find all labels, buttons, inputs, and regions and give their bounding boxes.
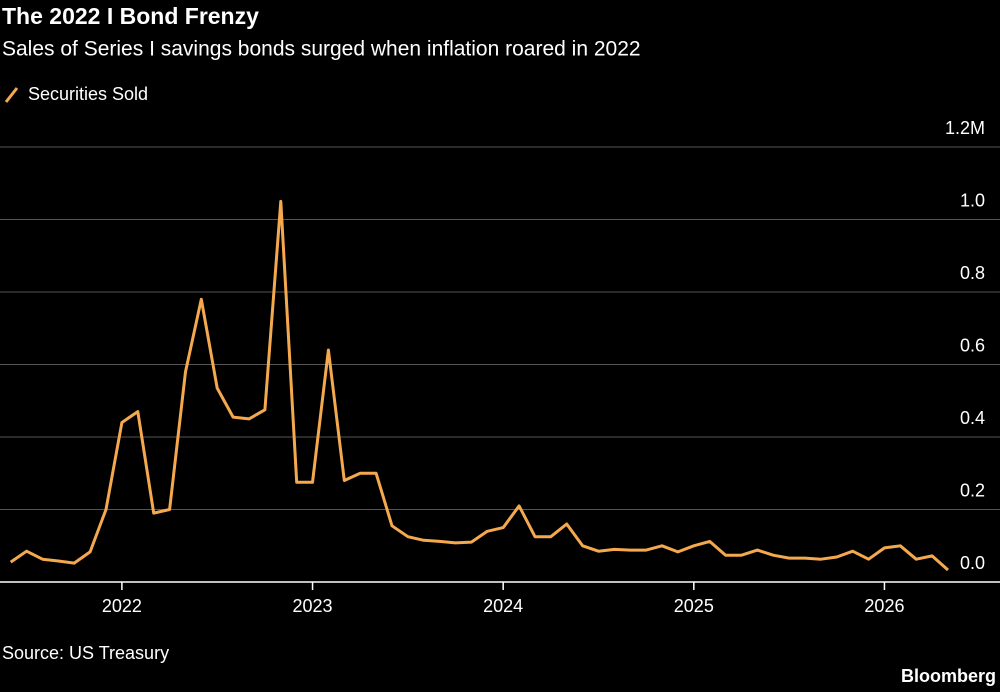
y-tick-label: 0.0 — [960, 553, 985, 573]
x-tick-label: 2022 — [102, 596, 142, 616]
y-tick-label: 0.8 — [960, 263, 985, 283]
series-line — [9, 199, 949, 572]
source: Source: US Treasury — [2, 643, 169, 663]
y-tick-label: 0.4 — [960, 408, 985, 428]
x-tick-label: 2026 — [864, 596, 904, 616]
legend-label: Securities Sold — [28, 84, 148, 104]
y-tick-label: 0.2 — [960, 480, 985, 500]
legend-swatch — [4, 87, 19, 103]
chart-subtitle: Sales of Series I savings bonds surged w… — [2, 38, 641, 61]
y-tick-label: 0.6 — [960, 335, 985, 355]
chart-title: The 2022 I Bond Frenzy — [2, 3, 259, 29]
y-tick-label: 1.0 — [960, 190, 985, 210]
x-tick-label: 2025 — [674, 596, 714, 616]
branding: Bloomberg — [901, 666, 996, 686]
x-tick-label: 2023 — [293, 596, 333, 616]
y-tick-label: 1.2M — [945, 118, 985, 138]
x-tick-label: 2024 — [483, 596, 523, 616]
